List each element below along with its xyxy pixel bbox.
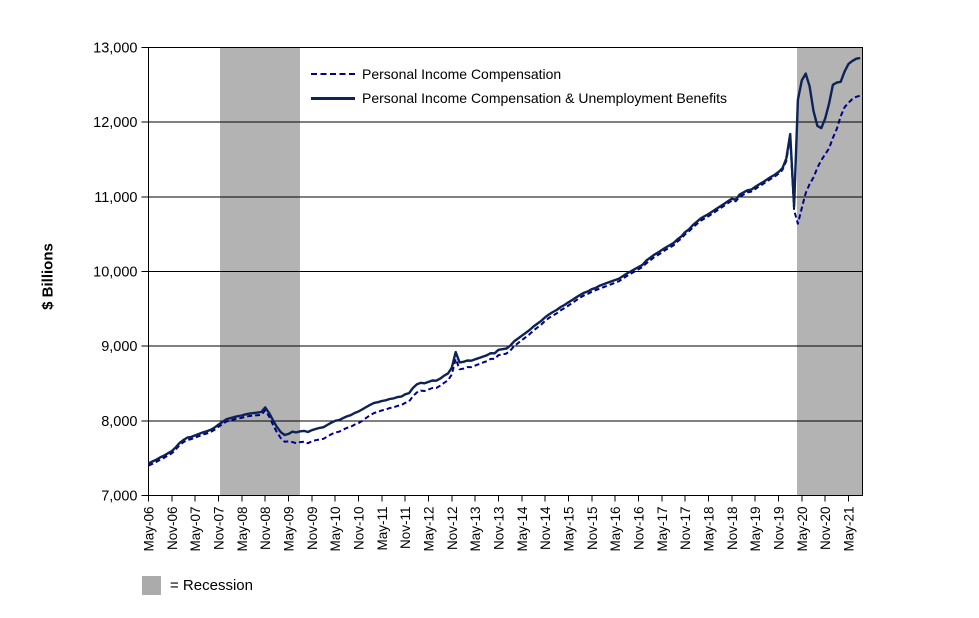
series-line-compensation-unemployment (147, 56, 861, 465)
x-tick-label: May-13 (468, 506, 483, 551)
x-tick-label: May-20 (795, 507, 810, 552)
y-tick-label: 13,000 (93, 41, 137, 57)
x-tick-label: May-07 (188, 507, 203, 552)
y-tick-label: 11,000 (94, 190, 137, 206)
y-tick-label: 12,000 (93, 115, 137, 131)
x-tick-label: May-15 (562, 507, 577, 552)
x-tick-label: May-09 (282, 507, 297, 552)
x-tick-label: Nov-17 (678, 507, 693, 551)
chart-legend: Personal Income Compensation Personal In… (311, 66, 727, 106)
dashed-line-sample-icon (311, 73, 355, 75)
x-tick-label: May-16 (608, 507, 623, 552)
x-tick-label: May-21 (842, 507, 857, 552)
solid-line-sample-icon (311, 96, 355, 100)
x-tick-label: Nov-12 (445, 507, 460, 551)
x-tick-label: Nov-20 (818, 507, 833, 551)
x-tick-label: May-18 (702, 507, 717, 552)
x-tick-label: May-19 (748, 507, 763, 552)
y-axis-title: $ Billions (39, 243, 57, 310)
legend-label-compensation: Personal Income Compensation (362, 66, 562, 82)
recession-legend-label: = Recession (170, 577, 253, 594)
recession-swatch-icon (142, 576, 161, 595)
x-tick-label: May-12 (422, 507, 437, 552)
x-tick-label: May-10 (328, 507, 343, 552)
recession-legend: = Recession (142, 576, 253, 595)
x-tick-label: Nov-11 (398, 507, 413, 550)
legend-item-compensation: Personal Income Compensation (311, 66, 727, 82)
y-tick-label: 10,000 (93, 265, 137, 281)
legend-item-compensation-unemployment: Personal Income Compensation & Unemploym… (311, 90, 727, 106)
x-tick-label: Nov-08 (258, 507, 273, 551)
x-tick-label: May-14 (515, 506, 530, 552)
x-tick-label: Nov-06 (165, 507, 180, 551)
y-tick-label: 8,000 (101, 414, 137, 430)
x-tick-label: Nov-15 (585, 507, 600, 551)
y-tick-label: 7,000 (101, 489, 137, 505)
series-line-compensation (148, 94, 861, 467)
x-tick-label: Nov-18 (725, 507, 740, 551)
x-tick-label: Nov-07 (212, 507, 227, 551)
legend-label-compensation-unemployment: Personal Income Compensation & Unemploym… (362, 90, 727, 106)
x-tick-label: Nov-14 (538, 506, 553, 550)
x-tick-label: May-17 (655, 507, 670, 552)
y-tick-label: 9,000 (101, 339, 137, 355)
x-tick-label: May-11 (375, 507, 390, 551)
x-tick-label: Nov-09 (305, 507, 320, 551)
x-tick-label: Nov-13 (492, 507, 507, 551)
x-tick-label: May-08 (235, 507, 250, 552)
x-tick-label: May-06 (142, 507, 157, 552)
x-tick-label: Nov-19 (772, 507, 787, 551)
x-tick-label: Nov-10 (352, 507, 367, 551)
x-tick-label: Nov-16 (632, 507, 647, 551)
